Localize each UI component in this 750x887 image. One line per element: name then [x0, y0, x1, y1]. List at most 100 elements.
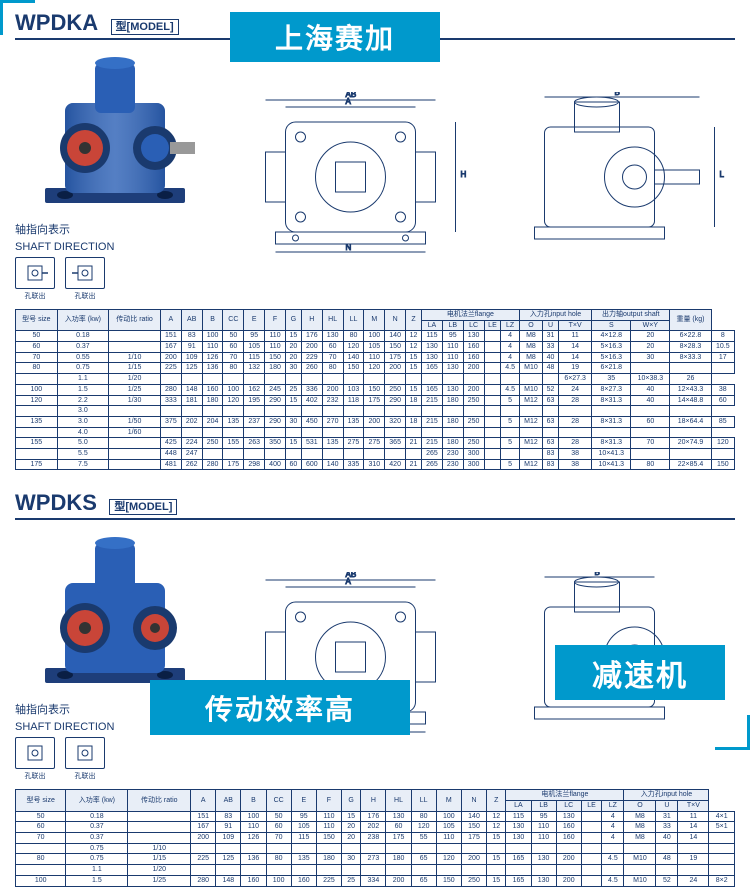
table-cell: 238 — [361, 833, 386, 844]
table-cell: 110 — [442, 352, 463, 363]
table-cell: 38 — [711, 384, 734, 395]
table-cell: 83 — [216, 811, 241, 822]
table-cell — [484, 416, 501, 427]
shaft-icon-2b — [65, 737, 105, 769]
table-cell: 91 — [181, 342, 202, 353]
shaft-title-cn-1: 轴指向表示 — [15, 221, 215, 237]
th: LZ — [602, 801, 624, 812]
table-cell: 110 — [265, 342, 286, 353]
table-row: 1.11/20 — [16, 865, 735, 876]
shaft-icon-2a — [15, 737, 55, 769]
table-cell: M8 — [519, 352, 542, 363]
table-cell — [581, 822, 601, 833]
table-cell — [364, 427, 385, 438]
table-cell: 160 — [463, 342, 484, 353]
table-cell: 1/15 — [109, 363, 161, 374]
table-cell: 126 — [241, 833, 266, 844]
table-cell — [216, 843, 241, 854]
th: E — [244, 310, 265, 331]
table-cell — [463, 374, 484, 385]
table-cell: 135 — [322, 438, 343, 449]
shaft-label-2a: 孔联出 — [15, 771, 55, 781]
th: H — [361, 790, 386, 811]
table-cell — [422, 406, 443, 417]
th: LL — [411, 790, 436, 811]
table-cell: 140 — [385, 331, 406, 342]
table-cell — [322, 374, 343, 385]
table-cell: 110 — [531, 833, 556, 844]
table-cell: 155 — [223, 438, 244, 449]
table-cell: 12 — [406, 331, 422, 342]
table-cell — [484, 427, 501, 438]
th: A — [191, 790, 216, 811]
th: CC — [223, 310, 244, 331]
table-cell: 135 — [223, 416, 244, 427]
table-row: 1353.01/50375202204135237290304502701352… — [16, 416, 735, 427]
table-cell — [463, 427, 484, 438]
table-cell — [385, 374, 406, 385]
table-cell — [361, 865, 386, 876]
th: T×V — [559, 320, 592, 331]
table-cell: 130 — [506, 833, 531, 844]
table-cell: 100 — [16, 875, 66, 886]
table-cell: 22×85.4 — [670, 459, 711, 470]
table-cell: 20 — [631, 331, 670, 342]
table-cell — [109, 331, 161, 342]
table-cell: 18×64.4 — [670, 416, 711, 427]
table-cell: 4.5 — [501, 363, 519, 374]
table-cell: 31 — [543, 331, 559, 342]
table-cell: 320 — [385, 416, 406, 427]
table-cell — [244, 406, 265, 417]
table-cell: M8 — [519, 342, 542, 353]
badge-product: 减速机 — [555, 645, 725, 700]
table-cell: 365 — [385, 438, 406, 449]
table-cell: 30 — [631, 352, 670, 363]
table-cell: 195 — [244, 395, 265, 406]
table-cell: 160 — [202, 384, 223, 395]
table-cell — [556, 865, 581, 876]
table-cell: 150 — [265, 352, 286, 363]
table-cell: 200 — [463, 363, 484, 374]
table-cell — [364, 448, 385, 459]
table-cell: 1/10 — [128, 843, 191, 854]
table-cell: 80 — [411, 811, 436, 822]
table-cell — [559, 427, 592, 438]
table-cell: 280 — [160, 384, 181, 395]
table-cell — [442, 427, 463, 438]
table-cell — [709, 843, 735, 854]
table-cell — [386, 843, 411, 854]
table-cell: 160 — [463, 352, 484, 363]
table-cell — [301, 406, 322, 417]
table-cell — [265, 448, 286, 459]
table-cell: 70 — [223, 352, 244, 363]
table-cell: 5.5 — [57, 448, 108, 459]
table-cell — [501, 427, 519, 438]
table-cell: 334 — [361, 875, 386, 886]
table-cell — [191, 843, 216, 854]
table-cell — [519, 427, 542, 438]
table-cell: 40 — [543, 352, 559, 363]
table-cell — [631, 363, 670, 374]
table-cell: 1/15 — [128, 854, 191, 865]
table-cell: 18 — [406, 416, 422, 427]
table-cell — [223, 427, 244, 438]
table-cell — [422, 427, 443, 438]
table-cell — [265, 427, 286, 438]
svg-text:N: N — [346, 243, 352, 252]
table-cell: 83 — [181, 331, 202, 342]
table-cell: 10×41.3 — [592, 448, 631, 459]
th: LB — [531, 801, 556, 812]
table-cell: 80 — [343, 331, 364, 342]
table-cell: 230 — [442, 448, 463, 459]
table-cell: 130 — [322, 331, 343, 342]
th: LC — [463, 320, 484, 331]
table-row: 1001.51/25280148160100160225253342006515… — [16, 875, 735, 886]
th: M — [436, 790, 461, 811]
table-cell — [709, 865, 735, 876]
table-cell: 8×33.3 — [670, 352, 711, 363]
th: B — [202, 310, 223, 331]
table-row: 600.371679111060105110202006012010515012… — [16, 342, 735, 353]
table-cell: 333 — [160, 395, 181, 406]
table-cell: 110 — [364, 352, 385, 363]
table-cell: 120 — [411, 822, 436, 833]
